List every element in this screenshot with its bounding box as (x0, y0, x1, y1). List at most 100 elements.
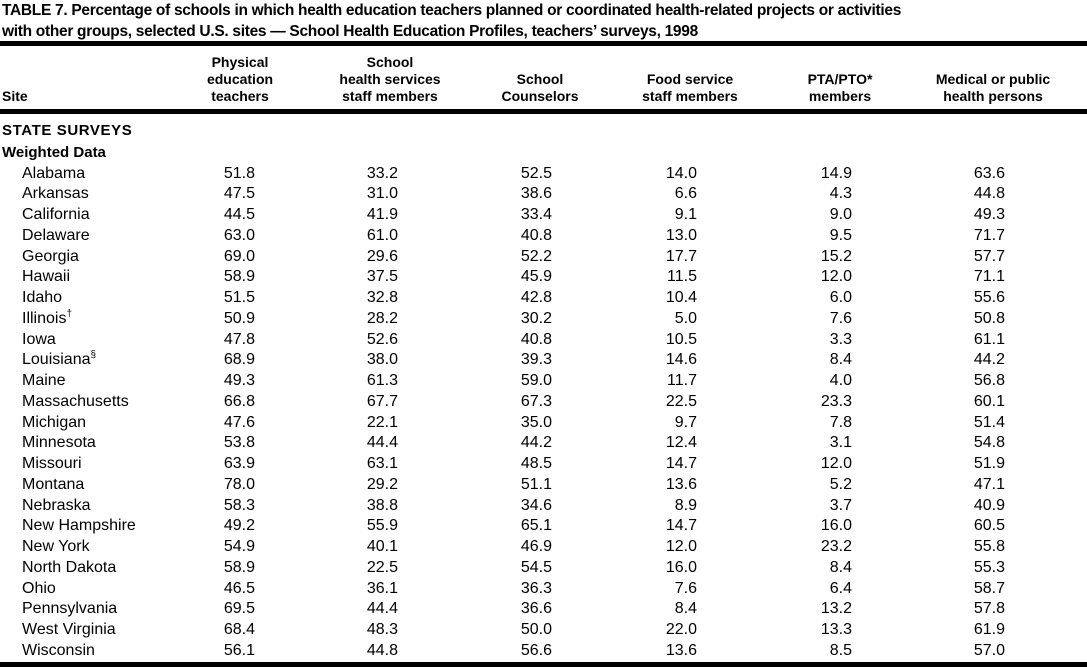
value-cell: 47.6 (223, 413, 255, 431)
value-cell: 6.4 (829, 579, 852, 597)
value-cell: 8.5 (829, 641, 852, 659)
value-cell: 8.4 (674, 600, 697, 618)
value-cell: 32.8 (366, 289, 398, 306)
table-row: Louisiana§ 68.9 38.0 39.3 14.6 8.4 44.2 (0, 350, 1087, 371)
site-cell: Delaware (22, 226, 90, 244)
value-cell: 69.5 (223, 600, 255, 618)
value-cell: 29.2 (366, 475, 398, 493)
table-row: Montana 78.0 29.2 51.1 13.6 5.2 47.1 (0, 475, 1087, 496)
column-header-food-service-staff: Food service staff members (615, 46, 765, 114)
table-row: Nebraska 58.3 38.8 34.6 8.9 3.7 40.9 (0, 496, 1087, 517)
value-cell: 8.4 (829, 351, 852, 369)
table-header: Site Physical education teachers School … (0, 46, 1087, 114)
value-cell: 40.9 (973, 496, 1005, 514)
table-row: Idaho 51.5 32.8 42.8 10.4 6.0 55.6 (0, 288, 1087, 309)
site-cell: West Virginia (22, 621, 116, 638)
value-cell: 13.2 (820, 600, 852, 618)
column-header-medical-public-health: Medical or public health persons (915, 46, 1087, 114)
value-cell: 38.0 (366, 351, 398, 369)
value-cell: 44.4 (366, 600, 398, 618)
value-cell: 69.0 (223, 247, 255, 265)
value-cell: 44.2 (520, 434, 552, 452)
site-cell: Iowa (22, 330, 56, 348)
value-cell: 11.7 (667, 372, 697, 389)
value-cell: 42.8 (520, 289, 552, 306)
table-row: Minnesota 53.8 44.4 44.2 12.4 3.1 54.8 (0, 433, 1087, 454)
value-cell: 14.6 (665, 351, 697, 369)
value-cell: 61.3 (366, 372, 398, 389)
value-cell: 11.5 (667, 268, 697, 286)
site-cell: Minnesota (22, 434, 96, 452)
table-bottom-rule (0, 661, 1087, 667)
table-row: West Virginia 68.4 48.3 50.0 22.0 13.3 61.9 (0, 620, 1087, 641)
value-cell: 51.4 (973, 413, 1005, 431)
value-cell: 40.1 (366, 538, 398, 555)
table-row: Ohio 46.5 36.1 36.3 7.6 6.4 58.7 (0, 579, 1087, 600)
value-cell: 16.0 (820, 517, 852, 535)
table-row: Alabama 51.8 33.2 52.5 14.0 14.9 63.6 (0, 164, 1087, 185)
site-cell: California (22, 206, 90, 223)
table-body: Alabama 51.8 33.2 52.5 14.0 14.9 63.6 Arkansas 4… (0, 164, 1087, 662)
value-cell: 23.2 (820, 538, 852, 555)
column-header-site: Site (0, 46, 165, 114)
value-cell: 36.3 (520, 579, 552, 597)
value-cell: 7.6 (674, 579, 697, 597)
value-cell: 9.0 (829, 206, 852, 223)
value-cell: 34.6 (520, 496, 552, 514)
value-cell: 49.3 (973, 206, 1005, 223)
value-cell: 35.0 (520, 413, 552, 431)
value-cell: 33.2 (366, 164, 398, 182)
value-cell: 40.8 (520, 330, 552, 348)
section-header-row: STATE SURVEYS (0, 111, 1087, 142)
table-row: Massachusetts 66.8 67.7 67.3 22.5 23.3 60.1 (0, 392, 1087, 413)
value-cell: 28.2 (366, 309, 398, 327)
value-cell: 29.6 (366, 247, 398, 265)
value-cell: 5.0 (674, 309, 697, 327)
value-cell: 61.9 (973, 621, 1005, 638)
value-cell: 4.3 (829, 185, 852, 203)
value-cell: 13.3 (820, 621, 852, 638)
value-cell: 60.1 (973, 392, 1005, 410)
value-cell: 36.1 (366, 579, 398, 597)
value-cell: 44.8 (973, 185, 1005, 203)
value-cell: 44.5 (223, 206, 255, 223)
site-cell: Georgia (22, 247, 79, 265)
column-header-physical-education-teachers: Physical education teachers (165, 46, 315, 114)
value-cell: 47.1 (973, 475, 1005, 493)
value-cell: 22.1 (366, 413, 398, 431)
table-row: Missouri 63.9 63.1 48.5 14.7 12.0 51.9 (0, 454, 1087, 475)
value-cell: 56.1 (223, 641, 255, 659)
value-cell: 56.8 (973, 372, 1005, 389)
site-cell: Michigan (22, 413, 87, 431)
value-cell: 6.6 (674, 185, 697, 203)
title-divider (0, 41, 1087, 46)
value-cell: 44.4 (366, 434, 398, 452)
value-cell: 61.0 (366, 226, 398, 244)
site-cell: Louisiana§ (22, 349, 97, 369)
value-cell: 14.7 (665, 517, 697, 535)
table-title: TABLE 7. Percentage of schools in which … (2, 2, 902, 40)
value-cell: 44.8 (366, 641, 398, 659)
value-cell: 63.6 (973, 164, 1005, 182)
table-row: Michigan 47.6 22.1 35.0 9.7 7.8 51.4 (0, 413, 1087, 434)
value-cell: 46.9 (520, 538, 552, 555)
column-header-school-health-services-staff: School health services staff members (315, 46, 465, 114)
value-cell: 10.4 (665, 289, 697, 306)
value-cell: 66.8 (223, 392, 255, 410)
subsection-header: Weighted Data (2, 143, 106, 161)
value-cell: 55.6 (973, 289, 1005, 306)
value-cell: 68.4 (223, 621, 255, 638)
value-cell: 5.2 (829, 475, 852, 493)
value-cell: 41.9 (366, 206, 398, 223)
value-cell: 49.2 (223, 517, 255, 535)
value-cell: 38.6 (520, 185, 552, 203)
section-header: STATE SURVEYS (2, 121, 133, 139)
value-cell: 55.9 (366, 517, 398, 535)
value-cell: 51.5 (223, 289, 255, 306)
value-cell: 59.0 (520, 372, 552, 389)
site-cell: Massachusetts (22, 392, 129, 410)
value-cell: 55.8 (973, 538, 1005, 555)
value-cell: 13.0 (665, 226, 697, 244)
value-cell: 52.5 (520, 164, 552, 182)
